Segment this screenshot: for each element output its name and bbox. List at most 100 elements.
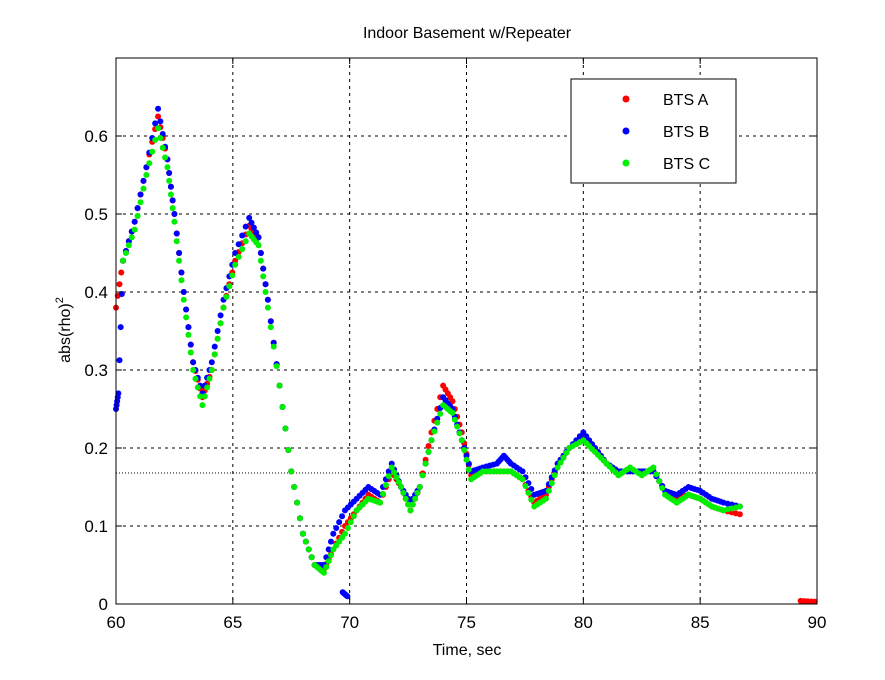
data-point — [542, 495, 549, 502]
data-point-interp — [166, 170, 173, 177]
data-point-interp — [325, 546, 332, 553]
legend-marker — [622, 127, 630, 135]
y-tick-label: 0.3 — [84, 361, 108, 380]
data-point — [341, 530, 348, 537]
data-point-interp — [653, 471, 660, 478]
data-point-interp — [557, 459, 564, 466]
data-point-interp — [117, 324, 124, 331]
data-point-interp — [169, 197, 176, 204]
data-point — [120, 257, 127, 264]
legend-marker — [622, 95, 630, 103]
data-point — [190, 359, 197, 366]
y-axis-label-base: abs(rho) — [57, 303, 74, 363]
data-point-interp — [159, 144, 166, 151]
data-point-interp — [402, 495, 409, 502]
data-point — [255, 234, 262, 241]
x-tick-label: 85 — [691, 613, 710, 632]
data-point — [449, 409, 456, 416]
data-point-interp — [257, 257, 264, 264]
data-point-interp — [248, 219, 255, 226]
data-point-interp — [122, 250, 129, 256]
data-point — [416, 484, 423, 490]
y-tick-label: 0.2 — [84, 439, 108, 458]
data-point-interp — [285, 446, 292, 453]
data-point-interp — [563, 449, 570, 456]
data-point-interp — [522, 483, 529, 490]
data-point-interp — [327, 538, 334, 545]
data-point-interp — [176, 257, 183, 264]
data-point — [264, 296, 271, 303]
data-point-interp — [235, 253, 242, 260]
data-point-interp — [242, 223, 249, 230]
data-point — [246, 214, 253, 221]
y-axis-label-superscript: 2 — [54, 297, 66, 303]
data-point — [155, 105, 162, 112]
y-tick-label: 0 — [99, 595, 108, 614]
data-point-interp — [656, 478, 663, 485]
data-point — [320, 569, 327, 576]
x-tick-label: 60 — [107, 613, 126, 632]
data-point-interp — [422, 460, 429, 467]
data-point-interp — [262, 281, 269, 288]
data-point-interp — [253, 229, 260, 236]
data-point-interp — [270, 343, 277, 350]
data-point-interp — [229, 272, 236, 279]
x-tick-label: 70 — [340, 613, 359, 632]
data-point-interp — [137, 191, 144, 198]
data-point-interp — [214, 335, 221, 342]
data-point-interp — [437, 410, 444, 417]
data-point — [388, 464, 395, 471]
data-point — [288, 468, 295, 475]
data-point-interp — [528, 496, 535, 503]
data-point-interp — [118, 269, 125, 276]
data-point — [115, 390, 122, 397]
data-point-interp — [197, 393, 204, 400]
data-point-interp — [409, 501, 416, 508]
data-point-interp — [456, 430, 463, 437]
data-point-interp — [201, 393, 208, 400]
data-point-interp — [211, 351, 218, 358]
data-point-interp — [260, 273, 267, 280]
x-axis-label: Time, sec — [433, 642, 502, 659]
data-point-interp — [137, 199, 144, 206]
data-point-interp — [239, 246, 246, 253]
data-point-interp — [173, 230, 180, 237]
data-point-interp — [465, 466, 472, 473]
data-point-interp — [183, 314, 190, 321]
data-point — [131, 218, 138, 225]
data-point-interp — [134, 212, 141, 219]
data-point-interp — [187, 349, 194, 356]
data-point-interp — [659, 484, 666, 491]
data-point-interp — [206, 375, 213, 382]
data-point-interp — [302, 538, 309, 545]
data-point-interp — [128, 234, 135, 241]
data-point-interp — [395, 479, 402, 486]
data-point-interp — [214, 328, 221, 334]
data-point-interp — [560, 454, 567, 461]
y-tick-label: 0.1 — [84, 517, 108, 536]
data-point-interp — [525, 489, 532, 496]
legend-box — [570, 78, 737, 184]
data-point-interp — [204, 384, 211, 391]
data-point-interp — [451, 416, 458, 423]
data-point-interp — [576, 433, 583, 440]
data-point — [190, 367, 197, 373]
data-point-interp — [347, 519, 354, 526]
data-point-interp — [149, 148, 156, 155]
data-point-interp — [545, 487, 552, 494]
data-point-interp — [116, 281, 123, 288]
data-point-interp — [152, 136, 159, 143]
data-point-interp — [323, 563, 330, 570]
data-point-interp — [463, 456, 470, 463]
data-point-interp — [339, 513, 346, 520]
data-point-interp — [419, 472, 426, 479]
x-tick-label: 65 — [223, 613, 242, 632]
legend-label: BTS B — [663, 124, 709, 141]
data-point — [232, 261, 239, 268]
data-point-interp — [194, 384, 201, 391]
data-point-interp — [166, 177, 173, 184]
series-3 — [120, 125, 743, 576]
data-point-interp — [134, 205, 141, 212]
data-point-interp — [273, 363, 280, 370]
data-point-interp — [279, 404, 286, 411]
